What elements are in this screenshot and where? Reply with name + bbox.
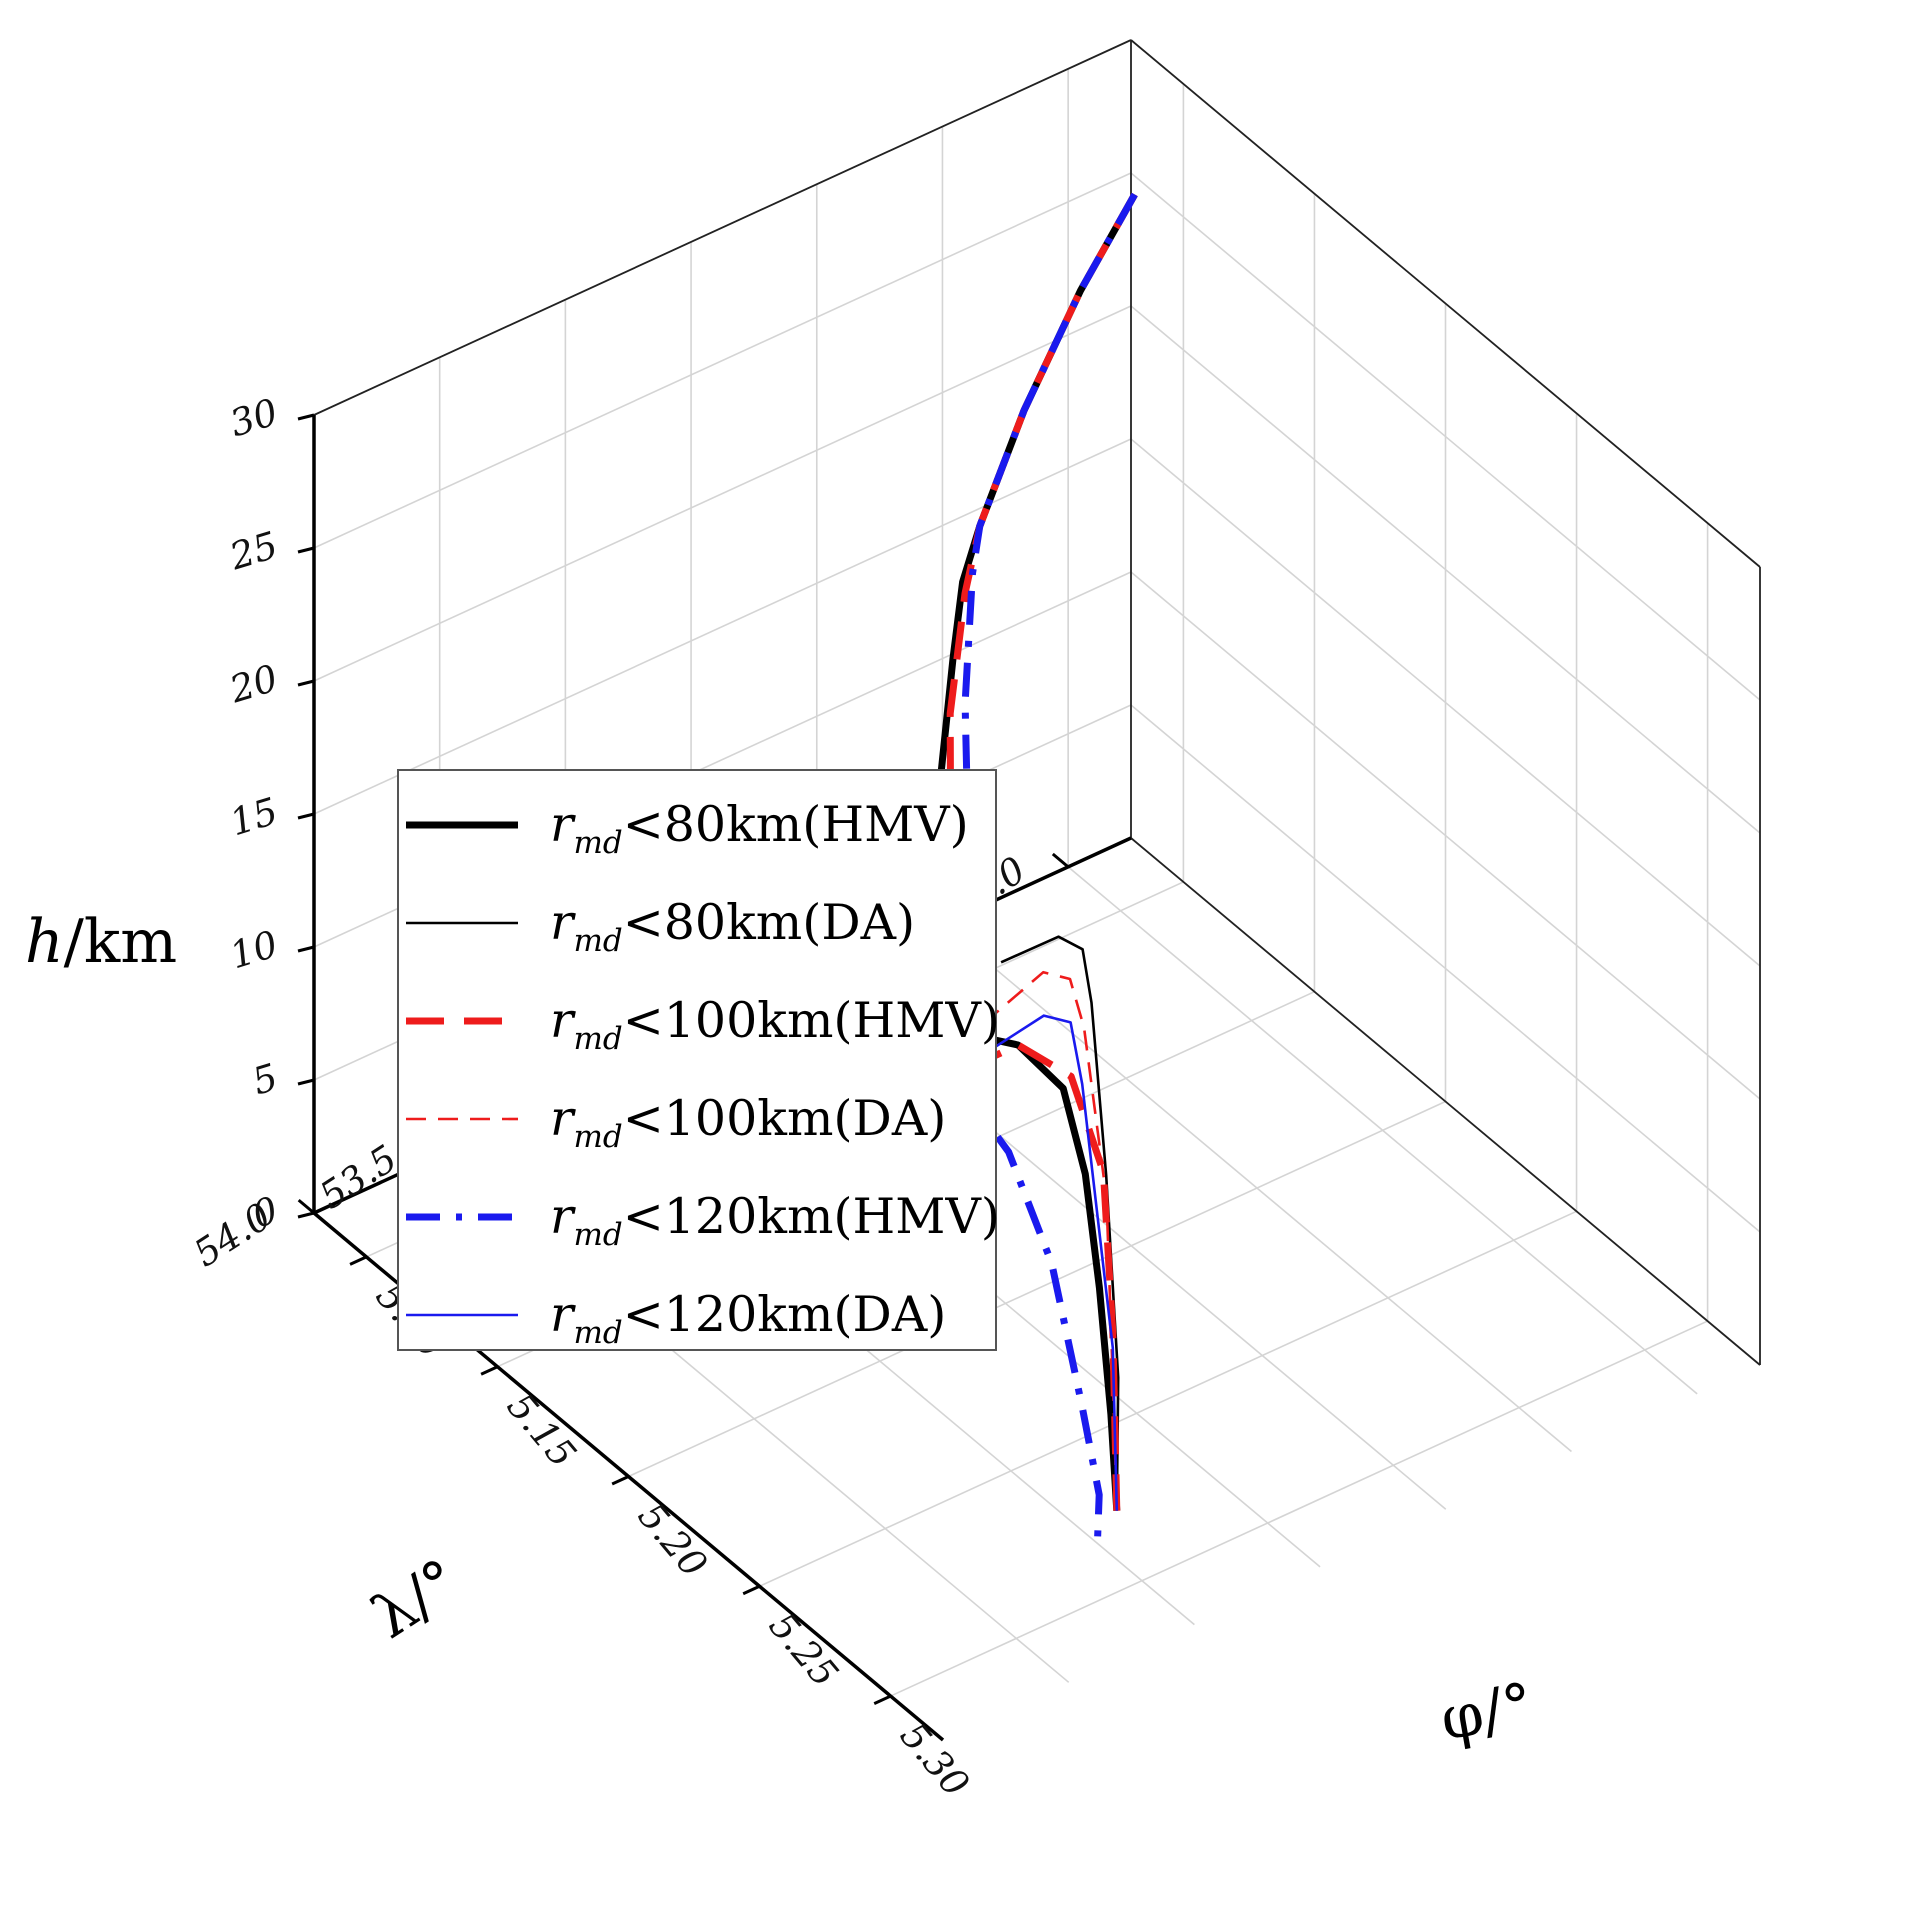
- legend-label-5: rmd<120km(DA): [550, 1286, 946, 1351]
- phi-axis-title: φ/°: [1435, 1670, 1538, 1755]
- h-tick-label-3: 15: [225, 789, 283, 844]
- legend-label-3: rmd<100km(DA): [550, 1090, 946, 1155]
- h-tick-label-4: 20: [224, 656, 283, 711]
- h-tick-0: [297, 1211, 315, 1219]
- phi-tick-0: [349, 1255, 368, 1266]
- left-wall-grid-h-3: [313, 438, 1132, 815]
- legend-box: [397, 769, 997, 1351]
- h-tick-label-1: 5: [248, 1055, 283, 1103]
- series-line-5: [962, 1014, 1119, 1511]
- series-line-1: [1000, 935, 1120, 1511]
- h-tick-1: [297, 1078, 315, 1086]
- phi-tick-4: [873, 1694, 892, 1705]
- legend-label-2: rmd<100km(HMV): [550, 992, 1000, 1057]
- legend-label-0: rmd<80km(HMV): [550, 796, 969, 861]
- phi-tick-1: [480, 1365, 499, 1376]
- h-tick-5: [297, 546, 315, 554]
- phi-tick-label-4: 5.30: [892, 1714, 978, 1805]
- h-tick-3: [297, 812, 315, 820]
- right-wall-grid-h-5: [1130, 172, 1761, 701]
- phi-tick-3: [742, 1584, 761, 1596]
- h-tick-label-5: 25: [224, 523, 283, 578]
- h-tick-6: [297, 413, 315, 421]
- lambda-axis-title: λ/°: [360, 1546, 472, 1653]
- h-tick-4: [297, 679, 315, 687]
- right-wall-grid-h-2: [1130, 571, 1761, 1100]
- lambda-tick-0: [1051, 852, 1070, 868]
- legend: rmd<80km(HMV) rmd<80km(DA) rmd<100km(HMV) r…: [397, 769, 1000, 1351]
- box-edge-1: [313, 39, 1132, 416]
- box-edge-5: [1130, 837, 1761, 1366]
- phi-tick-2: [611, 1475, 630, 1486]
- left-wall-grid-h-5: [313, 172, 1132, 549]
- floor-grid-phi-2: [628, 1100, 1446, 1478]
- h-axis-title: h/km: [25, 907, 177, 977]
- left-wall-grid-h-4: [313, 305, 1132, 682]
- right-wall-grid-h-1: [1130, 704, 1761, 1233]
- floor-grid-phi-3: [759, 1210, 1577, 1588]
- box-edge-2: [1130, 39, 1761, 568]
- right-wall-grid-h-4: [1130, 305, 1761, 834]
- series-line-4: [927, 192, 1138, 1544]
- h-tick-label-6: 30: [225, 390, 283, 445]
- legend-label-1: rmd<80km(DA): [550, 894, 915, 959]
- right-wall-grid-h-3: [1130, 438, 1761, 967]
- lambda-tick-6: [297, 1199, 315, 1215]
- h-tick-2: [297, 945, 315, 953]
- h-tick-label-2: 10: [225, 922, 283, 977]
- floor-grid-phi-4: [890, 1320, 1708, 1697]
- legend-label-4: rmd<120km(HMV): [550, 1188, 1000, 1253]
